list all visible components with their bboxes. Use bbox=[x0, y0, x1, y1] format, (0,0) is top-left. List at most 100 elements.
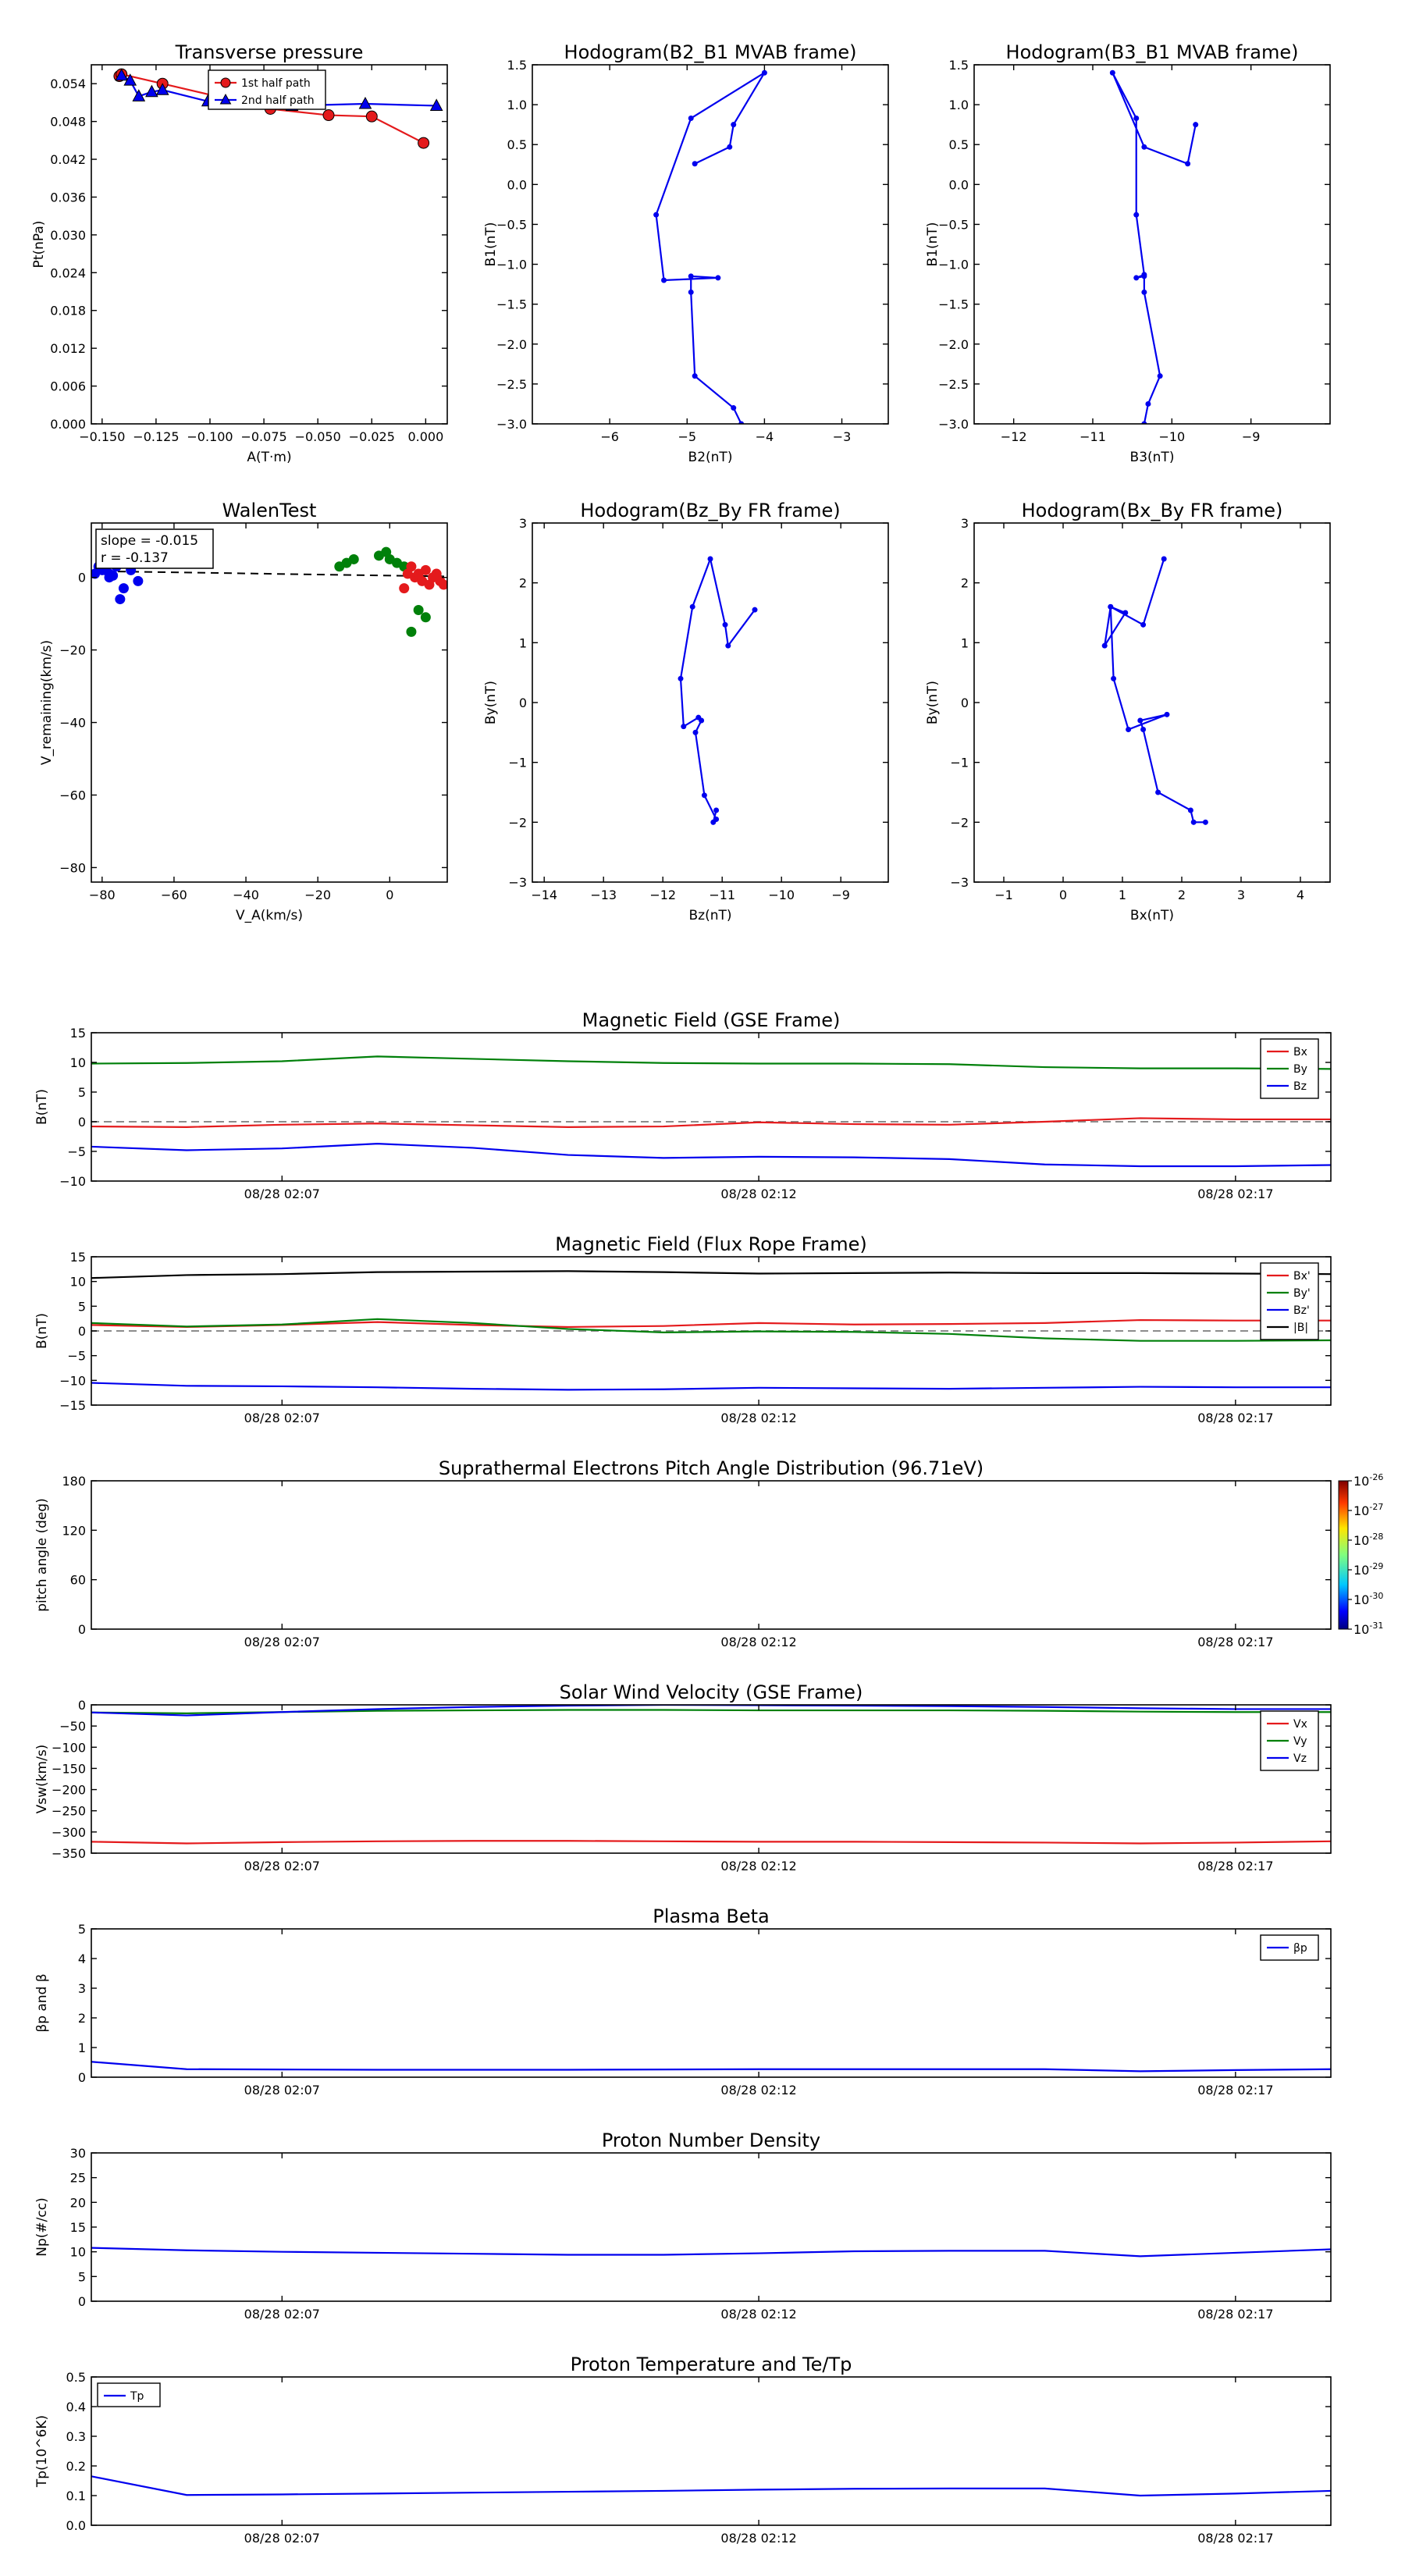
data-point bbox=[1140, 727, 1147, 732]
data-point bbox=[692, 161, 698, 167]
x-tick-label: 08/28 02:17 bbox=[1197, 1411, 1273, 1425]
data-point bbox=[1190, 819, 1197, 825]
series-line bbox=[91, 2061, 1331, 2073]
y-axis-label: B(nT) bbox=[34, 1089, 50, 1125]
chart-title: WalenTest bbox=[222, 500, 317, 521]
y-tick-label: −300 bbox=[52, 1825, 86, 1840]
x-tick-label: 08/28 02:07 bbox=[244, 1859, 320, 1873]
legend-label: Bx bbox=[1293, 1046, 1307, 1059]
y-tick-label: 180 bbox=[62, 1474, 86, 1489]
y-tick-label: 120 bbox=[62, 1523, 86, 1538]
data-point bbox=[1111, 675, 1117, 681]
series-line bbox=[91, 1382, 1331, 1391]
data-point bbox=[155, 83, 169, 95]
data-point bbox=[1122, 610, 1129, 616]
y-tick-label: −10 bbox=[59, 1373, 86, 1388]
chart-mag_fr: Magnetic Field (Flux Rope Frame) 08/28 02… bbox=[34, 1233, 1332, 1425]
y-tick-label: −2 bbox=[508, 815, 527, 830]
data-point bbox=[1140, 621, 1147, 628]
legend: 1st half path 2nd half path bbox=[208, 69, 326, 110]
y-tick-label: 0 bbox=[961, 696, 969, 710]
x-axis-label: Bz(nT) bbox=[688, 908, 731, 923]
series-by bbox=[91, 1055, 1331, 1070]
y-tick-label: 1 bbox=[78, 2041, 86, 2055]
axes-frame bbox=[91, 522, 448, 883]
x-tick-label: −20 bbox=[304, 888, 331, 902]
y-tick-label: 0.018 bbox=[50, 304, 86, 318]
legend-label: Vx bbox=[1293, 1718, 1307, 1731]
axes-frame bbox=[91, 1704, 1332, 1854]
x-tick-label: 08/28 02:12 bbox=[720, 1187, 796, 1201]
y-tick-label: −1.5 bbox=[938, 297, 969, 312]
chart-h1: Hodogram(B2_B1 MVAB frame) −6 −5 −4 −3 −3.0 −2… bbox=[483, 41, 889, 465]
chart-title: Proton Temperature and Te/Tp bbox=[571, 2354, 852, 2375]
series-line bbox=[91, 1270, 1331, 1279]
chart-title: Proton Number Density bbox=[602, 2129, 820, 2151]
series-line bbox=[91, 1055, 1331, 1070]
y-tick-label: −350 bbox=[52, 1846, 86, 1861]
y-tick-label: 1.5 bbox=[507, 58, 527, 73]
chart-title: Hodogram(B3_B1 MVAB frame) bbox=[1006, 41, 1299, 63]
y-tick-label: 25 bbox=[70, 2171, 86, 2186]
data-point bbox=[713, 807, 720, 813]
x-tick-label: −12 bbox=[649, 888, 676, 902]
data-point bbox=[1133, 212, 1140, 218]
chart-pt: Transverse pressure −0.150 −0.125 −0.100 −0.… bbox=[31, 41, 448, 465]
y-tick-label: 2 bbox=[961, 576, 969, 591]
y-axis-label: B1(nT) bbox=[483, 222, 499, 267]
x-tick-label: 08/28 02:12 bbox=[720, 1635, 796, 1649]
series-line bbox=[91, 1143, 1331, 1168]
legend-label: Vz bbox=[1293, 1752, 1307, 1765]
y-axis-label: Np(#/cc) bbox=[34, 2197, 50, 2256]
y-axis-label: βp and β bbox=[34, 1973, 50, 2032]
y-tick-label: 0.012 bbox=[50, 341, 86, 356]
data-point bbox=[348, 553, 359, 564]
y-tick-label: 0.036 bbox=[50, 190, 86, 205]
y-tick-label: 30 bbox=[70, 2146, 86, 2161]
data-point bbox=[731, 405, 737, 411]
y-tick-label: 2 bbox=[78, 2011, 86, 2026]
x-tick-label: 08/28 02:17 bbox=[1197, 2083, 1273, 2097]
y-axis-label: Vsw(km/s) bbox=[34, 1745, 50, 1814]
y-tick-label: −3.0 bbox=[496, 417, 527, 432]
y-tick-label: 5 bbox=[78, 1299, 86, 1314]
y-tick-label: −0.5 bbox=[496, 217, 527, 232]
data-point bbox=[104, 572, 115, 583]
data-point bbox=[1133, 275, 1140, 281]
data-point bbox=[358, 96, 372, 109]
chart-title: Magnetic Field (Flux Rope Frame) bbox=[555, 1233, 866, 1255]
legend-label: Bx' bbox=[1293, 1270, 1311, 1283]
annotation-box bbox=[95, 528, 214, 569]
data-point bbox=[413, 605, 424, 616]
y-tick-label: 20 bbox=[70, 2195, 86, 2210]
y-tick-label: 5 bbox=[78, 1922, 86, 1937]
data-point bbox=[1109, 69, 1115, 76]
legend-label: βp bbox=[1293, 1942, 1307, 1955]
x-tick-label: 0 bbox=[1059, 888, 1067, 902]
x-tick-label: −10 bbox=[768, 888, 795, 902]
x-tick-label: 08/28 02:07 bbox=[244, 1635, 320, 1649]
y-tick-label: 0 bbox=[78, 1622, 86, 1637]
data-point bbox=[761, 69, 767, 76]
data-point bbox=[727, 144, 733, 150]
x-tick-label: −4 bbox=[756, 429, 774, 444]
annotation-text: r = -0.137 bbox=[101, 550, 169, 566]
y-tick-label: 15 bbox=[70, 1250, 86, 1265]
y-tick-label: 0 bbox=[78, 1115, 86, 1130]
data-point bbox=[1155, 789, 1161, 795]
y-tick-label: 5 bbox=[78, 1085, 86, 1100]
series-vx bbox=[91, 1840, 1331, 1845]
y-tick-label: −2.0 bbox=[938, 337, 969, 352]
data-point bbox=[429, 98, 443, 111]
data-point bbox=[653, 212, 660, 218]
legend: Tp bbox=[97, 2382, 161, 2407]
x-axis-label: V_A(km/s) bbox=[236, 908, 303, 923]
y-tick-label: 0.054 bbox=[50, 76, 86, 91]
y-tick-label: −150 bbox=[52, 1761, 86, 1776]
x-tick-label: −0.125 bbox=[133, 429, 179, 444]
data-point bbox=[1202, 819, 1208, 825]
data-point bbox=[420, 612, 431, 623]
data-point bbox=[1126, 727, 1132, 732]
y-tick-label: 0.0 bbox=[66, 2518, 86, 2533]
data-point bbox=[692, 729, 699, 735]
